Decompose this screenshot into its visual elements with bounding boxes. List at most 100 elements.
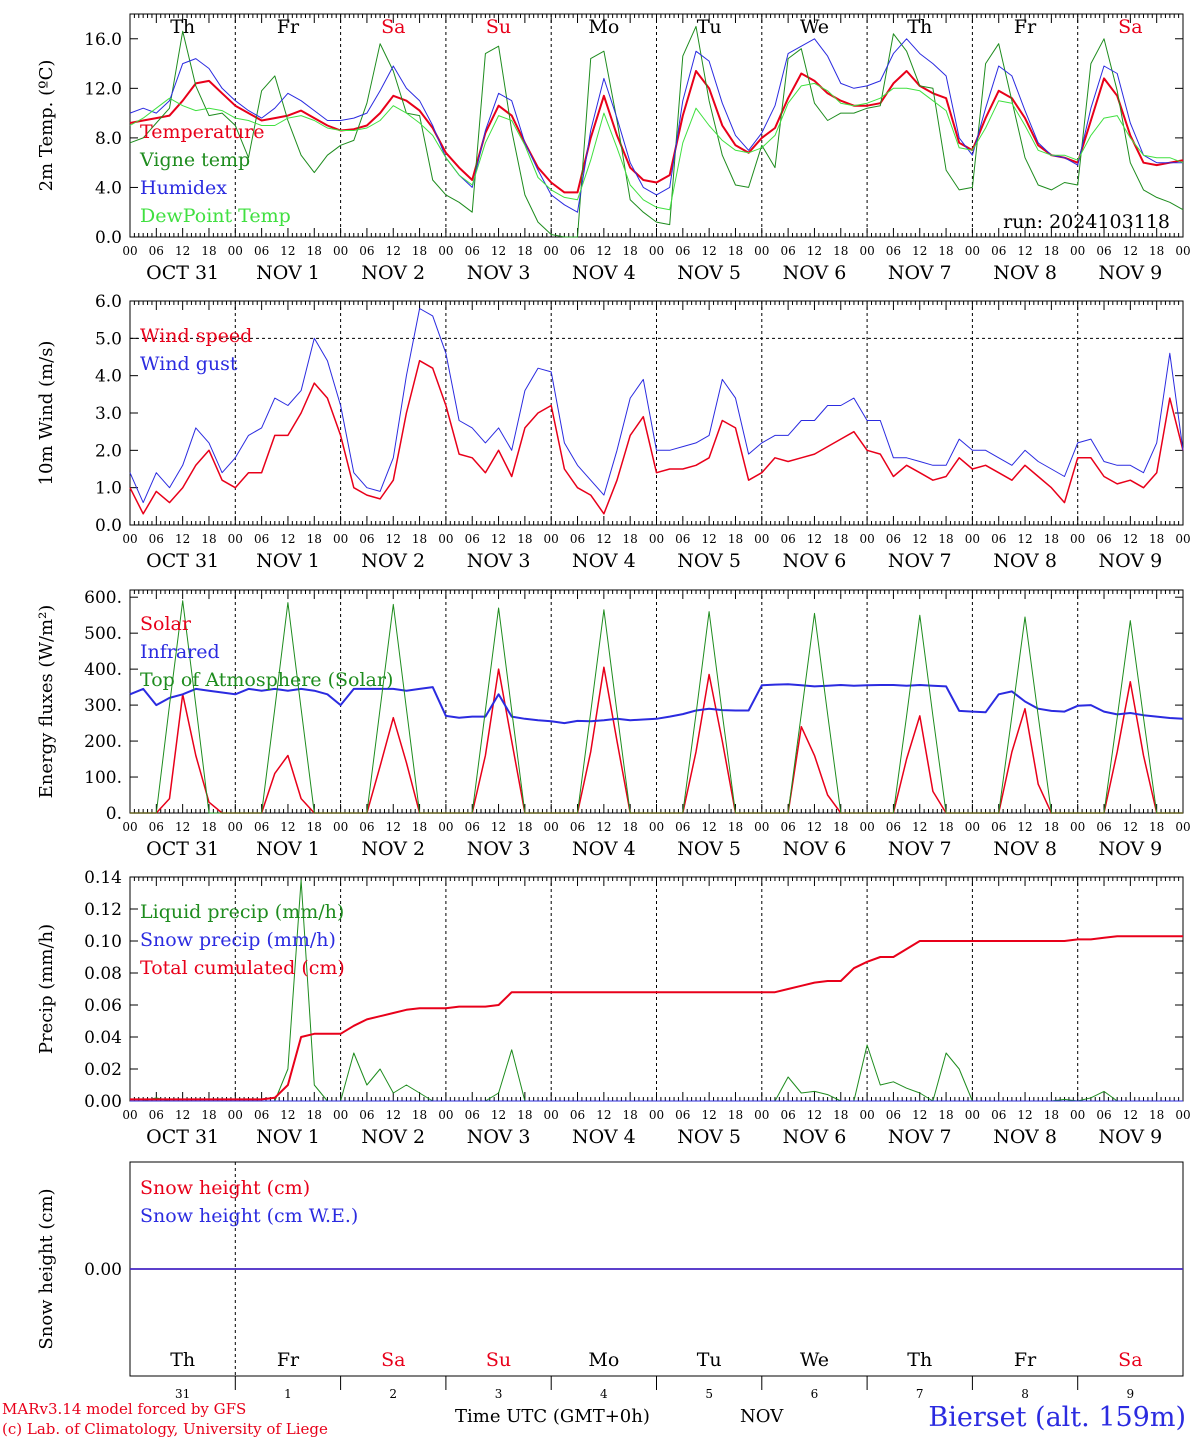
- bottom-day-name: Su: [486, 1349, 511, 1371]
- hour-tick-label: 18: [623, 820, 638, 834]
- y-tick-label: 0.06: [84, 996, 122, 1016]
- hour-tick-label: 00: [754, 244, 769, 258]
- day-name: Sa: [381, 16, 405, 38]
- hour-tick-label: 12: [386, 820, 401, 834]
- hour-tick-label: 00: [122, 532, 137, 546]
- hour-tick-label: 18: [412, 532, 427, 546]
- legend-entry: Infrared: [140, 641, 220, 663]
- hour-tick-label: 12: [491, 820, 506, 834]
- hour-tick-label: 18: [1149, 1108, 1164, 1122]
- day-name: Th: [907, 16, 932, 38]
- date-label: NOV 1: [256, 262, 320, 284]
- y-tick-label: 300.: [84, 696, 122, 716]
- date-label: NOV 6: [783, 1126, 847, 1148]
- hour-tick-label: 06: [570, 532, 585, 546]
- hour-tick-label: 12: [175, 820, 190, 834]
- y-tick-label: 3.0: [95, 404, 122, 424]
- hour-tick-label: 06: [780, 244, 795, 258]
- hour-tick-label: 06: [465, 532, 480, 546]
- bottom-day-number: 2: [389, 1387, 397, 1401]
- hour-tick-label: 00: [1070, 244, 1085, 258]
- hour-tick-label: 12: [596, 244, 611, 258]
- series-line-2: [129, 683, 1184, 725]
- date-label: NOV 7: [888, 550, 952, 572]
- hour-tick-label: 18: [833, 244, 848, 258]
- hour-tick-label: 06: [991, 244, 1006, 258]
- hour-tick-label: 00: [228, 1108, 243, 1122]
- y-tick-label: 2.0: [95, 441, 122, 461]
- bottom-day-number: 1: [284, 1387, 292, 1401]
- date-label: NOV 2: [361, 550, 425, 572]
- hour-tick-label: 00: [965, 1108, 980, 1122]
- hour-tick-label: 12: [912, 820, 927, 834]
- series-line-1: [129, 70, 1184, 194]
- y-tick-label: 0.: [106, 804, 122, 824]
- hour-tick-label: 06: [780, 532, 795, 546]
- date-label: NOV 3: [467, 550, 531, 572]
- hour-tick-label: 18: [201, 820, 216, 834]
- series-line-2: [129, 25, 1184, 238]
- hour-tick-label: 18: [307, 820, 322, 834]
- date-label: OCT 31: [146, 262, 219, 284]
- hour-tick-label: 18: [728, 1108, 743, 1122]
- y-tick-label: 0.08: [84, 964, 122, 984]
- hour-tick-label: 18: [517, 532, 532, 546]
- hour-tick-label: 12: [1123, 532, 1138, 546]
- hour-tick-label: 06: [359, 244, 374, 258]
- bottom-day-number: 31: [175, 1387, 190, 1401]
- hour-tick-label: 12: [1123, 1108, 1138, 1122]
- series-line-4: [129, 82, 1184, 211]
- date-label: NOV 1: [256, 550, 320, 572]
- hour-tick-label: 00: [333, 820, 348, 834]
- date-label: NOV 2: [361, 1126, 425, 1148]
- legend-entry: Wind gust: [140, 353, 238, 375]
- hour-tick-label: 18: [728, 820, 743, 834]
- hour-tick-label: 00: [438, 532, 453, 546]
- legend-entry: Humidex: [140, 177, 227, 199]
- hour-tick-label: 00: [544, 532, 559, 546]
- hour-tick-label: 12: [912, 244, 927, 258]
- y-tick-label: 4.0: [95, 178, 122, 198]
- hour-tick-label: 06: [149, 244, 164, 258]
- hour-tick-label: 00: [1175, 244, 1190, 258]
- legend-entry: Snow height (cm): [140, 1177, 310, 1199]
- hour-tick-label: 18: [1044, 532, 1059, 546]
- hour-tick-label: 00: [122, 820, 137, 834]
- hour-tick-label: 00: [1175, 532, 1190, 546]
- hour-tick-label: 12: [1017, 532, 1032, 546]
- legend-entry: Vigne temp: [139, 149, 250, 171]
- model-credit: MARv3.14 model forced by GFS: [2, 1400, 247, 1418]
- legend-entry: DewPoint Temp: [140, 205, 291, 227]
- date-label: NOV 4: [572, 1126, 636, 1148]
- hour-tick-label: 18: [833, 820, 848, 834]
- hour-tick-label: 12: [386, 1108, 401, 1122]
- hour-tick-label: 06: [149, 1108, 164, 1122]
- y-tick-label: 1.0: [95, 479, 122, 499]
- date-label: NOV 5: [677, 838, 741, 860]
- y-tick-label: 0.0: [95, 516, 122, 536]
- hour-tick-label: 00: [754, 820, 769, 834]
- bottom-day-number: 6: [811, 1387, 819, 1401]
- hour-tick-label: 12: [912, 1108, 927, 1122]
- hour-tick-label: 00: [859, 820, 874, 834]
- hour-tick-label: 06: [991, 1108, 1006, 1122]
- hour-tick-label: 00: [649, 244, 664, 258]
- bottom-day-name: Fr: [1014, 1349, 1037, 1371]
- hour-tick-label: 06: [675, 532, 690, 546]
- hour-tick-label: 06: [675, 1108, 690, 1122]
- hour-tick-label: 12: [491, 244, 506, 258]
- hour-tick-label: 18: [517, 1108, 532, 1122]
- hour-tick-label: 00: [965, 532, 980, 546]
- hour-tick-label: 00: [859, 532, 874, 546]
- series-line-2: [129, 308, 1184, 504]
- series-line-1: [129, 359, 1184, 515]
- date-label: NOV 1: [256, 1126, 320, 1148]
- hour-tick-label: 18: [307, 1108, 322, 1122]
- bottom-day-name: Th: [907, 1349, 932, 1371]
- hour-tick-label: 06: [886, 820, 901, 834]
- hour-tick-label: 00: [1070, 1108, 1085, 1122]
- hour-tick-label: 12: [175, 244, 190, 258]
- y-tick-label: 12.0: [84, 79, 122, 99]
- hour-tick-label: 06: [675, 244, 690, 258]
- y-tick-label: 600.: [84, 588, 122, 608]
